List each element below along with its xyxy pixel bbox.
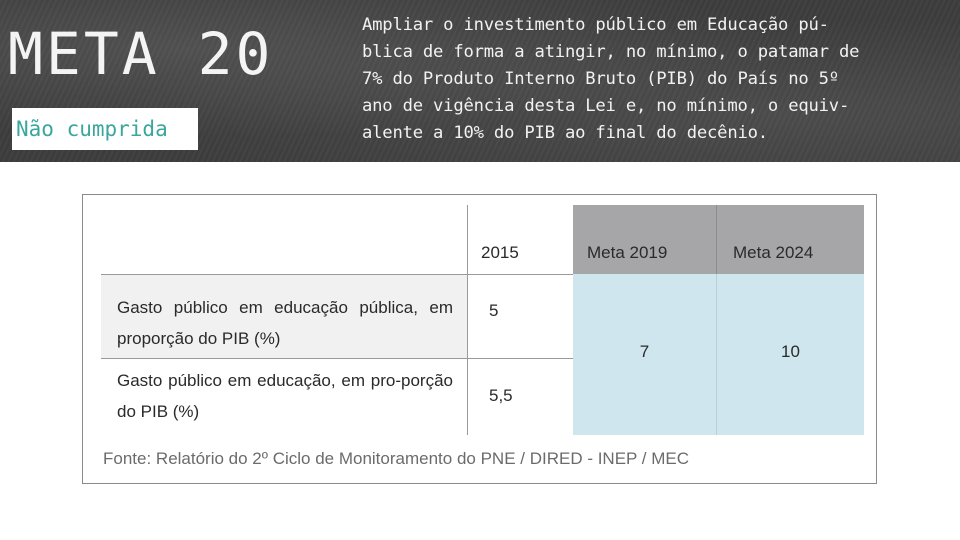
row-label-public-education-spending: Gasto público em educação pública, em pr… xyxy=(101,274,467,359)
goal-line: ano de vigência desta Lei e, no mínimo, … xyxy=(362,96,850,116)
goal-line: alente a 10% do PIB ao final do decênio. xyxy=(362,123,768,143)
row-value-2015: 5,5 xyxy=(467,359,573,435)
data-table-card: 2015 Meta 2019 Meta 2024 Gasto público e… xyxy=(82,194,877,484)
goal-description: Ampliar o investimento público em Educaç… xyxy=(362,12,952,152)
status-badge: Não cumprida xyxy=(12,108,198,150)
column-header-meta-2019: Meta 2019 xyxy=(573,205,716,274)
page-title: META 20 xyxy=(8,20,274,88)
goal-line: 7% do Produto Interno Bruto (PIB) do Paí… xyxy=(362,69,839,89)
column-header-2015: 2015 xyxy=(467,205,573,274)
meta-2019-value: 7 xyxy=(573,274,716,435)
source-note: Fonte: Relatório do 2º Ciclo de Monitora… xyxy=(103,449,690,468)
chalkboard-banner: META 20 Não cumprida Ampliar o investime… xyxy=(0,0,960,162)
row-value-2015: 5 xyxy=(467,274,573,359)
goal-line: Ampliar o investimento público em Educaç… xyxy=(362,15,829,35)
goal-line: blica de forma a atingir, no mínimo, o p… xyxy=(362,42,860,62)
meta-2024-value: 10 xyxy=(716,274,864,435)
table-header-empty xyxy=(101,205,467,274)
column-header-meta-2024: Meta 2024 xyxy=(716,205,864,274)
row-label-education-spending: Gasto público em educação, em pro-porção… xyxy=(101,359,467,435)
